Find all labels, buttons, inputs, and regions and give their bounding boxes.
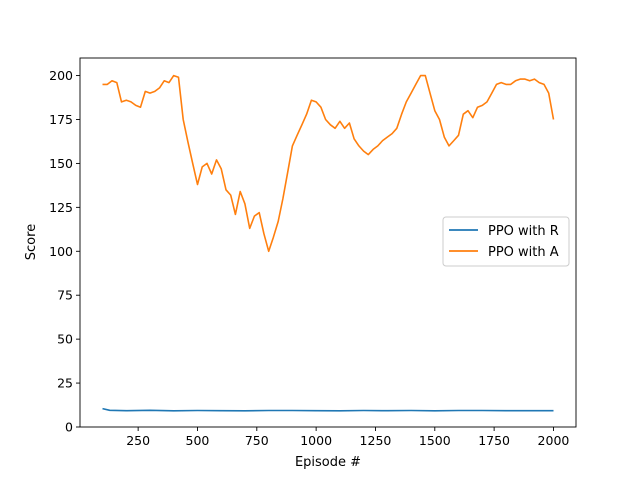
y-axis-label: Score: [24, 224, 39, 260]
series-line-ppo-with-r: [102, 407, 554, 412]
x-tick-label: 750: [245, 433, 269, 448]
plot-frame: [79, 57, 577, 428]
y-tick-label: 125: [49, 200, 73, 215]
y-tick-label: 0: [65, 420, 73, 435]
y-tick-label: 100: [49, 244, 73, 259]
x-tick-label: 1250: [360, 433, 392, 448]
x-tick-label: 500: [186, 433, 210, 448]
x-tick-label: 250: [126, 433, 150, 448]
x-axis-ticks: 250 500 750 1000 1250 1500 1750 2000: [126, 427, 569, 448]
y-tick-label: 50: [57, 332, 73, 347]
x-tick-label: 2000: [538, 433, 570, 448]
series-line-ppo-with-a: [102, 74, 555, 253]
legend-label-ppo-with-a: PPO with A: [488, 245, 559, 260]
y-tick-label: 75: [57, 288, 73, 303]
y-tick-label: 175: [49, 112, 73, 127]
x-tick-label: 1000: [300, 433, 332, 448]
legend: PPO with R PPO with A: [442, 216, 570, 267]
y-axis-ticks: 0 25 50 75 100 125 150 175 200: [49, 68, 80, 435]
x-tick-label: 1750: [478, 433, 510, 448]
y-tick-label: 25: [57, 376, 73, 391]
x-axis-label: Episode #: [295, 455, 361, 470]
legend-label-ppo-with-r: PPO with R: [488, 224, 559, 239]
series-layer: [102, 74, 555, 412]
y-tick-label: 150: [49, 156, 73, 171]
y-tick-label: 200: [49, 68, 73, 83]
x-tick-label: 1500: [419, 433, 451, 448]
